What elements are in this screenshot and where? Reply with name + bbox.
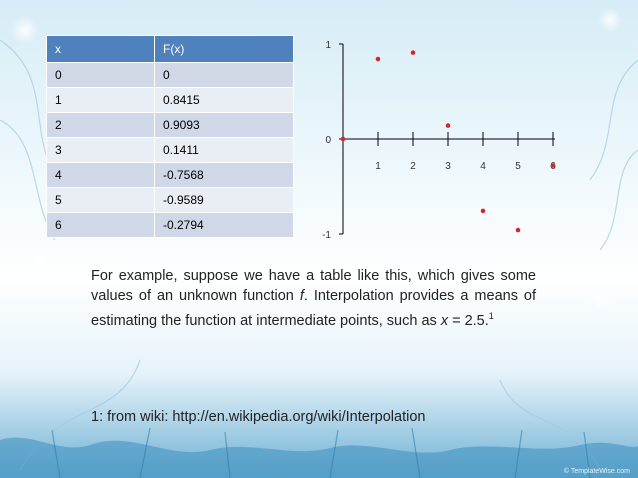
- bubble-decoration: [11, 8, 622, 310]
- table-cell-x: 1: [46, 87, 155, 113]
- table-cell-x: 0: [46, 62, 155, 88]
- grass-decoration: [0, 437, 638, 478]
- x-tick-label: 5: [515, 161, 521, 172]
- data-point: [445, 123, 451, 128]
- table-cell-fx: -0.7568: [154, 162, 294, 188]
- data-point: [515, 227, 521, 233]
- data-table: x F(x) 0 0 1 0.8415 2 0.9093 3 0.1411 4: [46, 35, 294, 238]
- x-tick-label: 1: [375, 161, 381, 172]
- table-cell-x: 4: [46, 162, 155, 188]
- paragraph-text-middle: . Interpolation provides a means of esti…: [91, 288, 537, 329]
- paragraph-text-start: For example, suppose we have a table lik…: [91, 268, 536, 304]
- table-row: 3 0.1411: [46, 137, 294, 163]
- data-point: [550, 163, 556, 168]
- description-paragraph: For example, suppose we have a table lik…: [91, 266, 536, 331]
- table-cell-fx: -0.2794: [154, 212, 294, 238]
- x-tick-label: 3: [445, 161, 451, 172]
- table-header-row: x F(x): [46, 35, 294, 63]
- data-point: [410, 50, 416, 55]
- table-cell-x: 2: [46, 112, 155, 138]
- data-point: [340, 136, 346, 142]
- column-header-fx: F(x): [154, 35, 294, 63]
- data-point: [480, 208, 486, 214]
- table-row: 1 0.8415: [46, 87, 294, 113]
- footnote-marker: 1: [488, 311, 494, 321]
- function-symbol: f: [299, 288, 304, 304]
- footnote: 1: from wiki: http://en.wikipedia.org/wi…: [91, 409, 426, 425]
- table-cell-fx: 0: [154, 62, 294, 88]
- table-row: 6 -0.2794: [46, 212, 294, 238]
- table-cell-fx: 0.1411: [154, 137, 294, 163]
- copyright-text: © TemplateWise.com: [563, 468, 630, 475]
- variable-symbol: x: [440, 312, 449, 329]
- table-cell-fx: 0.9093: [154, 112, 294, 138]
- table-row: 2 0.9093: [46, 112, 294, 138]
- table-cell-fx: -0.9589: [154, 187, 294, 213]
- table-cell-x: 3: [46, 137, 155, 163]
- table-cell-fx: 0.8415: [154, 87, 294, 113]
- y-tick-label: -1: [322, 230, 331, 241]
- table-cell-x: 6: [46, 212, 155, 238]
- table-row: 0 0: [46, 62, 294, 88]
- y-tick-label: 1: [325, 40, 331, 51]
- x-tick-label: 2: [410, 161, 416, 172]
- data-point: [375, 56, 381, 62]
- x-tick-label: 4: [480, 161, 486, 172]
- equation-text: = 2.5.: [448, 312, 489, 329]
- table-row: 4 -0.7568: [46, 162, 294, 188]
- blade-decoration: [51, 427, 591, 478]
- y-tick-label: 0: [325, 135, 331, 146]
